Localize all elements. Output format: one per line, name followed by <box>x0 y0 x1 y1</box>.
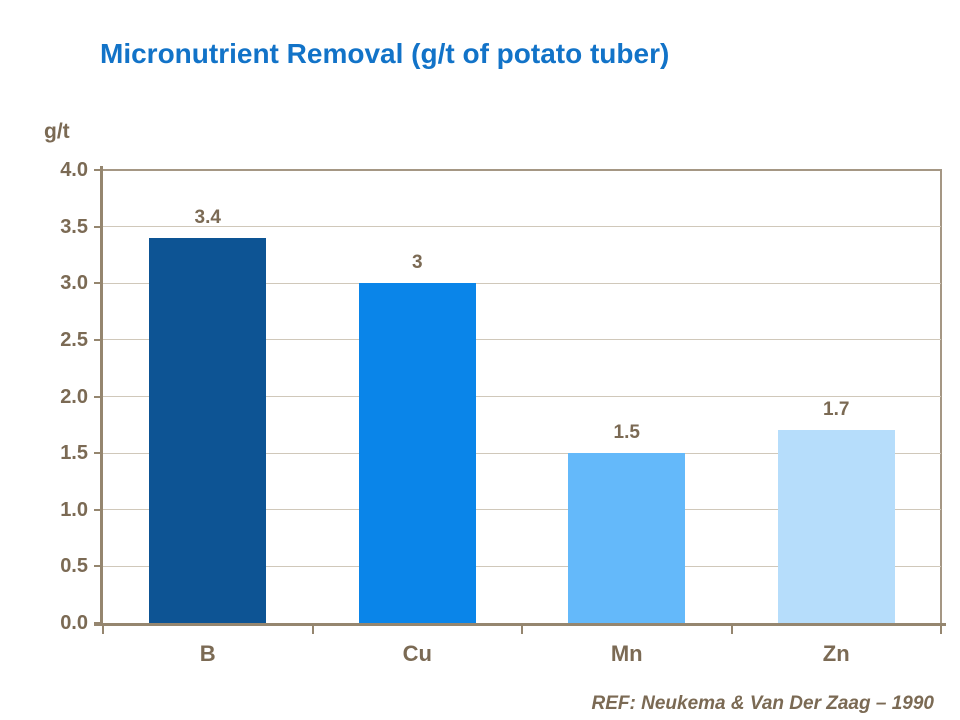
plot-right-border <box>940 169 942 625</box>
y-axis-tick <box>94 169 103 171</box>
gridline <box>103 226 941 228</box>
gridline <box>103 339 941 341</box>
y-axis-tick <box>94 508 103 511</box>
x-axis-tick <box>521 626 523 634</box>
plot-top-border <box>103 169 942 171</box>
bar-b <box>149 237 267 623</box>
y-axis-tick <box>94 452 103 455</box>
y-axis-tick-label: 1.5 <box>60 442 88 465</box>
y-axis-tick-label: 2.5 <box>60 328 88 351</box>
y-axis-tick <box>94 338 103 341</box>
bar-value-label: 1.5 <box>613 422 640 444</box>
gridline <box>103 565 941 567</box>
y-axis-tick-label: 2.0 <box>60 385 88 408</box>
y-axis-tick-label: 0.0 <box>60 612 88 634</box>
y-axis-tick-label: 3.5 <box>60 215 88 238</box>
x-axis-category-label: B <box>199 641 216 666</box>
y-axis-tick <box>94 565 103 568</box>
chart-title: Micronutrient Removal (g/t of potato tub… <box>100 38 670 69</box>
x-axis-category-label: Cu <box>402 641 432 666</box>
x-axis-line <box>94 623 946 626</box>
y-axis-tick <box>94 282 103 285</box>
y-axis-tick <box>94 225 103 228</box>
gridline <box>103 396 941 397</box>
y-axis-unit-label: g/t <box>44 120 70 143</box>
reference-text: REF: Neukema & Van Der Zaag – 1990 <box>591 693 935 714</box>
y-axis-tick <box>94 395 103 398</box>
bar-mn <box>568 453 686 623</box>
y-axis-tick-label: 3.0 <box>60 272 88 295</box>
gridline <box>103 282 941 284</box>
x-axis-tick <box>730 626 733 634</box>
bar-value-label: 3.4 <box>194 206 221 228</box>
x-axis-category-label: Zn <box>822 641 850 666</box>
y-axis-tick-label: 4.0 <box>60 159 88 181</box>
x-axis-tick <box>940 626 942 634</box>
x-axis-tick <box>102 626 104 634</box>
gridline <box>103 509 941 511</box>
y-axis-tick-label: 1.0 <box>60 498 88 521</box>
x-axis-category-label: Mn <box>610 641 643 666</box>
y-axis-tick <box>94 622 103 624</box>
bar-cu <box>358 283 476 623</box>
bar-value-label: 1.7 <box>823 399 850 421</box>
x-axis-tick <box>311 626 314 634</box>
bar-value-label: 3 <box>411 252 423 274</box>
bar-zn <box>777 430 895 623</box>
y-axis-tick-label: 0.5 <box>60 555 88 578</box>
gridline <box>103 452 941 454</box>
